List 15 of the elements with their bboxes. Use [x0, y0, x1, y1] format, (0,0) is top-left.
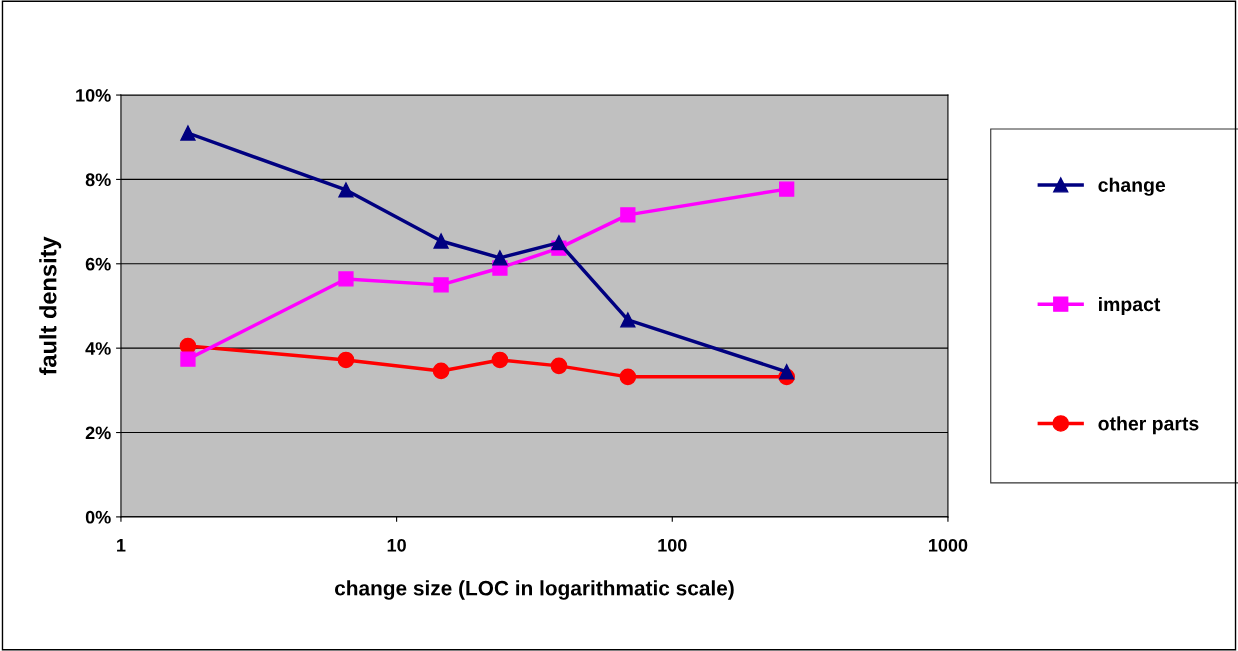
y-tick-label: 6% — [85, 257, 111, 271]
y-tick-label: 0% — [85, 510, 111, 524]
y-tick-label: 8% — [85, 173, 111, 187]
x-axis-title: change size (LOC in logarithmatic scale) — [334, 580, 734, 600]
y-tick-label: 4% — [85, 342, 111, 355]
y-axis-title: fault density — [39, 236, 62, 376]
legend-label: change — [1098, 177, 1166, 196]
y-tick-label: 10% — [76, 88, 111, 102]
legend-label: other parts — [1098, 416, 1199, 435]
y-tick-label: 2% — [85, 426, 111, 440]
x-tick-label: 1000 — [928, 538, 968, 552]
x-tick-label: 1 — [117, 539, 126, 552]
x-tick-label: 10 — [387, 538, 406, 552]
legend-label: impact — [1099, 296, 1161, 316]
x-tick-label: 100 — [658, 538, 687, 552]
